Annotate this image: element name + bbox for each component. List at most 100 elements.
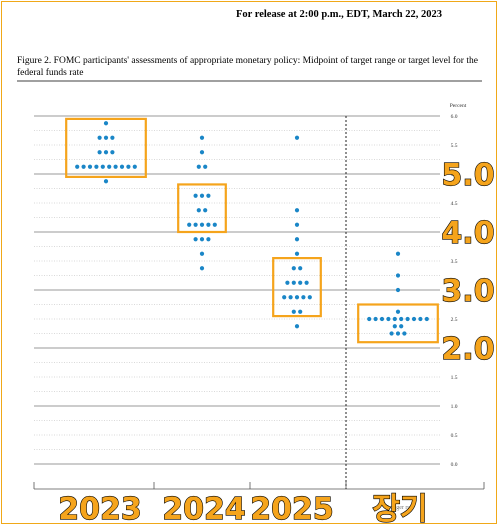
y-tick-label: 0.0 [451, 462, 458, 468]
projection-dot [301, 295, 306, 300]
projection-dot [294, 295, 300, 300]
y-tick-label: 4.5 [451, 201, 458, 207]
projection-dot [294, 135, 300, 140]
projection-dot [103, 150, 109, 155]
highlight-box [272, 257, 322, 318]
projection-dot [298, 280, 303, 285]
projection-dot [199, 150, 205, 155]
y-tick-label: 4.0 [451, 230, 458, 236]
projection-dot [424, 316, 429, 322]
projection-dot [97, 150, 102, 155]
longer-run-label: Longer run [387, 505, 414, 511]
y-tick-label: 1.0 [451, 404, 458, 410]
projection-dot [405, 316, 410, 322]
projection-dot [199, 135, 205, 140]
y-tick-label: 2.0 [451, 346, 458, 352]
projection-dot [193, 237, 198, 242]
projection-dot [389, 331, 394, 336]
projection-dot [285, 280, 290, 285]
projection-dot [411, 316, 417, 322]
projection-dot [126, 164, 131, 169]
projection-dot [294, 251, 300, 256]
rate-annotation: 3.0 [441, 274, 494, 309]
projection-dot [294, 222, 300, 227]
projection-dot [399, 316, 404, 322]
projection-dot [395, 309, 401, 314]
projection-dot [199, 251, 205, 256]
figure-caption: Figure 2. FOMC participants' assessments… [17, 56, 478, 78]
projection-dot [291, 309, 296, 314]
projection-dot [103, 135, 109, 140]
projection-dot [203, 208, 208, 213]
projection-dot [196, 208, 201, 213]
projection-dot [298, 309, 303, 314]
projection-dot [81, 164, 86, 169]
projection-dot [113, 164, 118, 169]
projection-dot [103, 179, 109, 184]
projection-dot [94, 164, 99, 169]
projection-dot [282, 295, 287, 300]
projection-dot [392, 316, 397, 322]
y-tick-label: 5.5 [451, 143, 458, 149]
projection-dot [199, 193, 205, 198]
projection-dot [199, 222, 205, 227]
projection-dot [199, 237, 205, 242]
projection-dot [392, 324, 397, 329]
projection-dot [402, 331, 407, 336]
projection-dot [97, 135, 102, 140]
projection-dot [294, 237, 300, 242]
projection-dot [187, 222, 192, 227]
highlight-box [177, 183, 227, 234]
rate-annotation: 4.0 [441, 216, 494, 251]
highlight-box [65, 117, 147, 179]
projection-dot [418, 316, 423, 322]
x-category-label: 2023 [58, 492, 142, 527]
projection-dot [304, 280, 309, 285]
projection-dot [110, 150, 115, 155]
y-tick-label: 3.0 [451, 288, 458, 294]
projection-dot [119, 164, 125, 169]
y-tick-label: 6.0 [451, 114, 458, 120]
projection-dot [386, 316, 391, 322]
projection-dot [298, 266, 303, 271]
projection-dot [395, 331, 401, 336]
projection-dot [294, 324, 300, 329]
projection-dot [294, 208, 300, 213]
y-tick-label: 5.0 [451, 172, 458, 178]
projection-dot [212, 222, 217, 227]
y-tick-label: 0.5 [451, 433, 458, 439]
x-category-label: 2024 [162, 492, 246, 527]
projection-dot [399, 324, 404, 329]
projection-dot [367, 316, 372, 322]
projection-dot [107, 164, 112, 169]
projection-dot [110, 135, 115, 140]
projection-dot [291, 280, 296, 285]
projection-dot [373, 316, 378, 322]
rate-annotation: 2.0 [441, 332, 494, 367]
release-notice: For release at 2:00 p.m., EDT, March 22,… [236, 9, 442, 20]
y-tick-label: 2.5 [451, 317, 458, 323]
projection-dot [193, 222, 198, 227]
projection-dot [206, 237, 211, 242]
projection-dot [75, 164, 80, 169]
projection-dot [379, 316, 385, 322]
projection-dot [288, 295, 293, 300]
projection-dot [206, 193, 211, 198]
rate-annotation: 5.0 [441, 158, 494, 193]
projection-dot [395, 251, 401, 256]
projection-dot [395, 287, 401, 293]
x-category-label: 2025 [250, 492, 334, 527]
projection-dot [395, 273, 401, 278]
projection-dot [206, 222, 211, 227]
projection-dot [291, 266, 296, 271]
projection-dot [196, 164, 201, 169]
y-tick-label: 3.5 [451, 259, 458, 265]
projection-dot [100, 164, 105, 169]
y-axis-label: Percent [450, 103, 467, 109]
projection-dot [199, 266, 205, 271]
x-category-label: 장기 [372, 492, 427, 527]
projection-dot [103, 121, 109, 126]
projection-dot [307, 295, 312, 300]
